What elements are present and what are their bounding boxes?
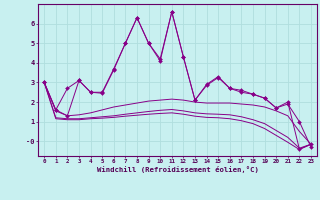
X-axis label: Windchill (Refroidissement éolien,°C): Windchill (Refroidissement éolien,°C) bbox=[97, 166, 259, 173]
